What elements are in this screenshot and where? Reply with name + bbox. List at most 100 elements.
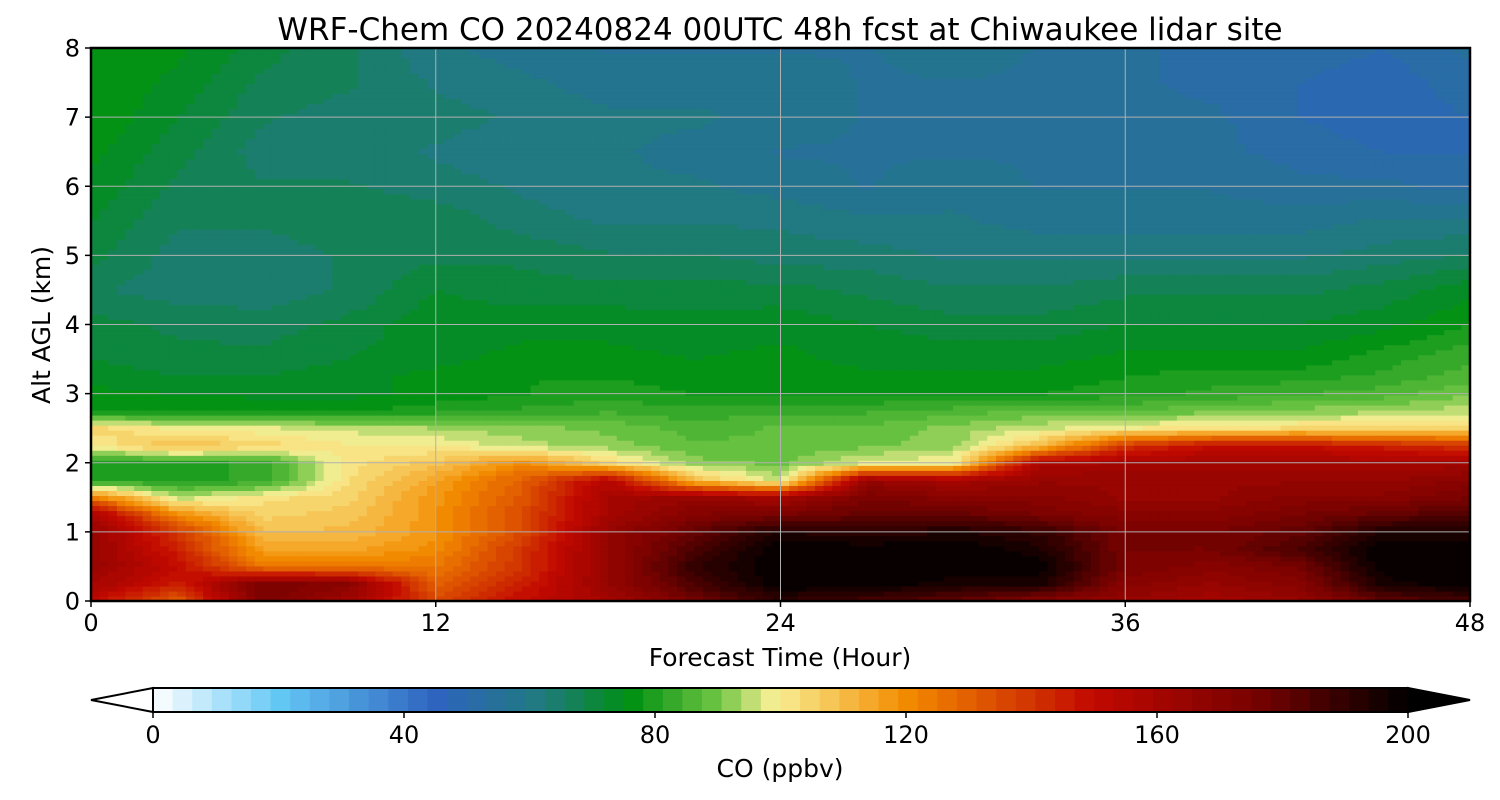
heatmap-cell [909,475,919,481]
heatmap-cell [1039,495,1049,502]
heatmap-cell [961,505,971,512]
heatmap-cell [384,440,394,446]
heatmap-cell [746,585,756,592]
heatmap-cell [1314,540,1325,547]
heatmap-cell [401,510,411,517]
heatmap-cell [599,525,609,532]
heatmap-cell [521,455,532,461]
heatmap-cell [470,475,480,481]
heatmap-cell [1185,520,1195,527]
heatmap-cell [995,540,1006,547]
heatmap-cell [1090,590,1100,597]
heatmap-cell [1185,485,1195,491]
heatmap-cell [935,565,945,572]
heatmap-cell [151,480,161,486]
heatmap-cell [1168,585,1178,592]
heatmap-cell [599,565,609,572]
heatmap-cell [547,525,558,532]
heatmap-cell [970,585,980,592]
heatmap-cell [1125,565,1135,572]
heatmap-cell [746,490,756,497]
heatmap-cell [651,485,661,491]
heatmap-cell [1142,450,1152,456]
heatmap-cell [194,545,204,552]
heatmap-cell [280,595,290,601]
heatmap-cell [271,540,282,547]
heatmap-cell [1151,500,1161,507]
heatmap-cell [99,510,109,517]
heatmap-cell [1202,465,1213,471]
heatmap-cell [1435,490,1445,497]
heatmap-cell [961,550,971,557]
heatmap-cell [1211,590,1221,597]
heatmap-cell [780,495,790,502]
heatmap-cell [1228,525,1238,532]
heatmap-cell [444,575,454,582]
heatmap-cell [1185,590,1195,597]
heatmap-cell [530,535,540,542]
heatmap-cell [384,455,394,461]
heatmap-cell [771,545,782,552]
heatmap-cell [349,475,359,481]
heatmap-cell [1383,565,1394,572]
heatmap-cell [401,480,411,486]
heatmap-cell [401,550,411,557]
heatmap-cell [728,495,739,502]
heatmap-cell [151,575,161,582]
heatmap-cell [1306,545,1316,552]
heatmap-cell [530,540,540,547]
heatmap-cell [1323,510,1333,517]
heatmap-cell [1116,530,1126,537]
heatmap-cell [970,525,980,532]
heatmap-cell [685,550,695,557]
heatmap-cell [366,540,377,547]
heatmap-cell [1357,515,1368,522]
heatmap-cell [134,480,144,486]
heatmap-cell [125,545,135,552]
heatmap-cell [530,585,540,592]
heatmap-cell [866,475,876,481]
heatmap-cell [780,505,790,512]
heatmap-cell [556,595,566,601]
heatmap-cell [349,440,359,446]
heatmap-cell [1444,520,1454,527]
heatmap-cell [323,525,333,532]
heatmap-cell [1039,545,1049,552]
heatmap-cell [616,550,626,557]
heatmap-cell [927,495,937,502]
heatmap-cell [1116,465,1126,471]
heatmap-cell [228,520,239,527]
heatmap-cell [151,540,161,547]
heatmap-cell [315,450,325,456]
heatmap-cell [1021,525,1032,532]
heatmap-cell [384,450,394,456]
heatmap-cell [1142,595,1152,601]
heatmap-cell [1073,515,1083,522]
heatmap-cell [435,530,445,537]
heatmap-cell [797,580,807,587]
heatmap-cell [702,555,713,562]
heatmap-cell [409,485,420,491]
heatmap-cell [427,495,437,502]
heatmap-cell [358,545,368,552]
heatmap-cell [1452,580,1462,587]
heatmap-cell [444,490,454,497]
heatmap-cell [116,545,127,552]
heatmap-cell [668,560,678,567]
heatmap-cell [1280,485,1290,491]
heatmap-cell [496,450,506,456]
heatmap-cell [1090,470,1100,476]
heatmap-cell [1340,490,1350,497]
heatmap-cell [599,530,609,537]
heatmap-cell [677,465,687,471]
heatmap-cell [978,510,988,517]
heatmap-cell [1125,525,1135,532]
heatmap-cell [409,515,420,522]
heatmap-cell [1082,450,1092,456]
heatmap-cell [185,545,196,552]
heatmap-cell [358,570,368,577]
heatmap-cell [771,550,782,557]
heatmap-cell [746,455,756,461]
heatmap-cell [452,500,463,507]
heatmap-cell [849,550,859,557]
